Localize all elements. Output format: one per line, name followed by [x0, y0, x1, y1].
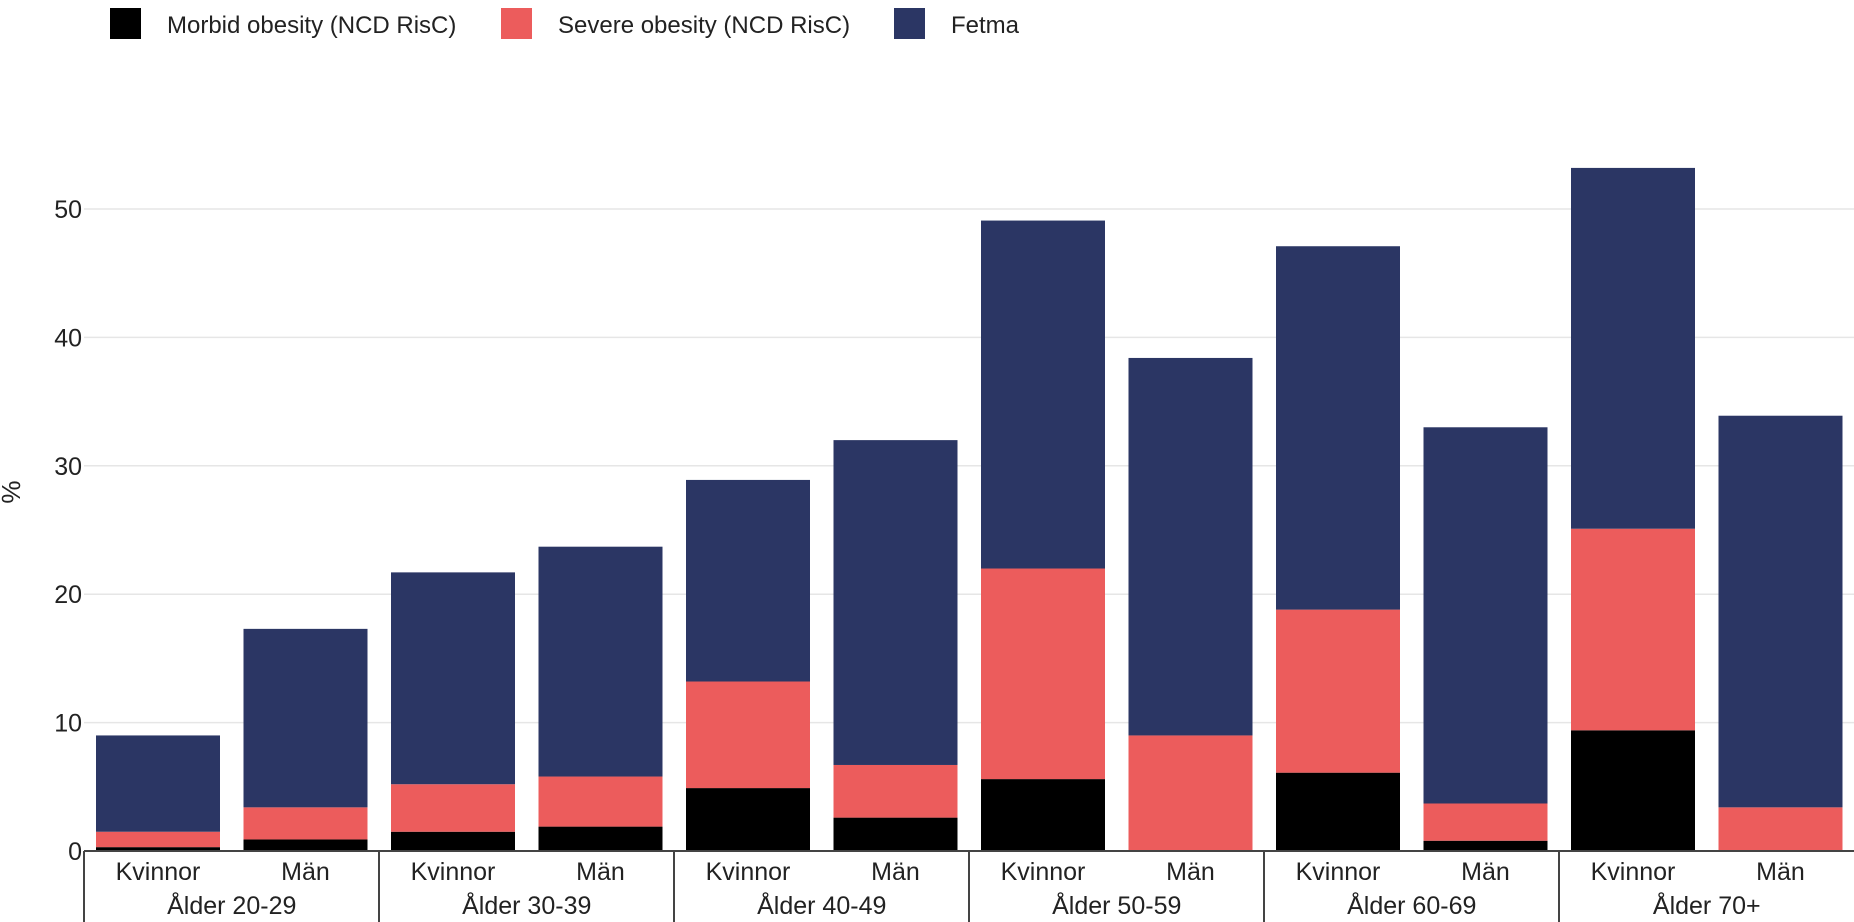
bar-segment-fetma — [1128, 357, 1253, 736]
bar-segment-severe — [96, 831, 220, 848]
bar-segment-morbid — [538, 826, 663, 851]
bar-segment-fetma — [1276, 246, 1400, 610]
y-tick-label: 0 — [68, 838, 82, 866]
bar-segment-fetma — [243, 628, 368, 808]
bar-segment-fetma — [686, 479, 810, 682]
x-tick-label: Män — [1166, 858, 1215, 886]
x-tick-label: Män — [1756, 858, 1805, 886]
y-tick-label: 20 — [54, 581, 82, 609]
bar-segment-fetma — [1718, 415, 1843, 808]
x-tick-label: Män — [871, 858, 920, 886]
bar-segment-severe — [538, 776, 663, 827]
bar-segment-morbid — [1423, 840, 1548, 851]
x-tick-label: Kvinnor — [1296, 858, 1381, 886]
bar-segment-severe — [1571, 528, 1695, 731]
x-tick-label: Kvinnor — [116, 858, 201, 886]
bar-segment-morbid — [1571, 730, 1695, 851]
group-label: Ålder 50-59 — [1052, 890, 1181, 920]
x-tick-label: Män — [281, 858, 330, 886]
y-tick-label: 50 — [54, 196, 82, 224]
bar-segment-fetma — [833, 440, 958, 765]
legend-label: Morbid obesity (NCD RisC) — [167, 12, 456, 39]
legend-swatch — [501, 8, 532, 39]
legend: Morbid obesity (NCD RisC) Severe obesity … — [110, 8, 1020, 39]
bar-segment-severe — [981, 568, 1105, 780]
bar-segment-fetma — [538, 546, 663, 777]
bar-segment-morbid — [96, 847, 220, 851]
bar-segment-morbid — [686, 788, 810, 851]
x-tick-label: Män — [1461, 858, 1510, 886]
bar-segment-fetma — [1423, 427, 1548, 804]
bar-segment-morbid — [391, 831, 515, 851]
legend-label: Severe obesity (NCD RisC) — [558, 12, 850, 39]
y-tick-label: 10 — [54, 710, 82, 738]
bar-segment-severe — [1423, 803, 1548, 841]
group-label: Ålder 40-49 — [757, 890, 886, 920]
bar-segment-severe — [686, 681, 810, 789]
y-tick-label: 40 — [54, 324, 82, 352]
bar-segment-severe — [1276, 609, 1400, 773]
bars — [96, 167, 1843, 851]
bar-segment-severe — [833, 764, 958, 818]
x-tick-label: Kvinnor — [1591, 858, 1676, 886]
bar-segment-severe — [1718, 807, 1843, 851]
gridlines — [84, 208, 1854, 724]
x-tick-label: Kvinnor — [411, 858, 496, 886]
group-label: Ålder 70+ — [1653, 890, 1761, 920]
group-label: Ålder 30-39 — [462, 890, 591, 920]
bar-segment-morbid — [1276, 772, 1400, 851]
legend-label: Fetma — [951, 12, 1020, 39]
x-tick-label: Män — [576, 858, 625, 886]
bar-segment-fetma — [96, 735, 220, 832]
legend-swatch — [894, 8, 925, 39]
bar-segment-severe — [391, 784, 515, 832]
bar-segment-morbid — [243, 839, 368, 851]
x-tick-label: Kvinnor — [706, 858, 791, 886]
bar-segment-morbid — [833, 817, 958, 851]
group-label: Ålder 20-29 — [167, 890, 296, 920]
y-axis-ticks: 0 10 20 30 40 50 — [54, 196, 82, 866]
bar-segment-severe — [1128, 735, 1253, 851]
legend-swatch — [110, 8, 141, 39]
bar-segment-severe — [243, 807, 368, 840]
x-axis-categories: Kvinnor Män Ålder 20-29 Kvinnor Män Ålder 30-… — [83, 851, 1805, 922]
bar-segment-fetma — [1571, 167, 1695, 529]
bar-segment-fetma — [391, 572, 515, 785]
x-tick-label: Kvinnor — [1001, 858, 1086, 886]
y-tick-label: 30 — [54, 453, 82, 481]
bar-segment-morbid — [981, 779, 1105, 851]
bar-segment-fetma — [981, 220, 1105, 569]
y-axis-label: % — [0, 480, 26, 503]
group-label: Ålder 60-69 — [1347, 890, 1476, 920]
